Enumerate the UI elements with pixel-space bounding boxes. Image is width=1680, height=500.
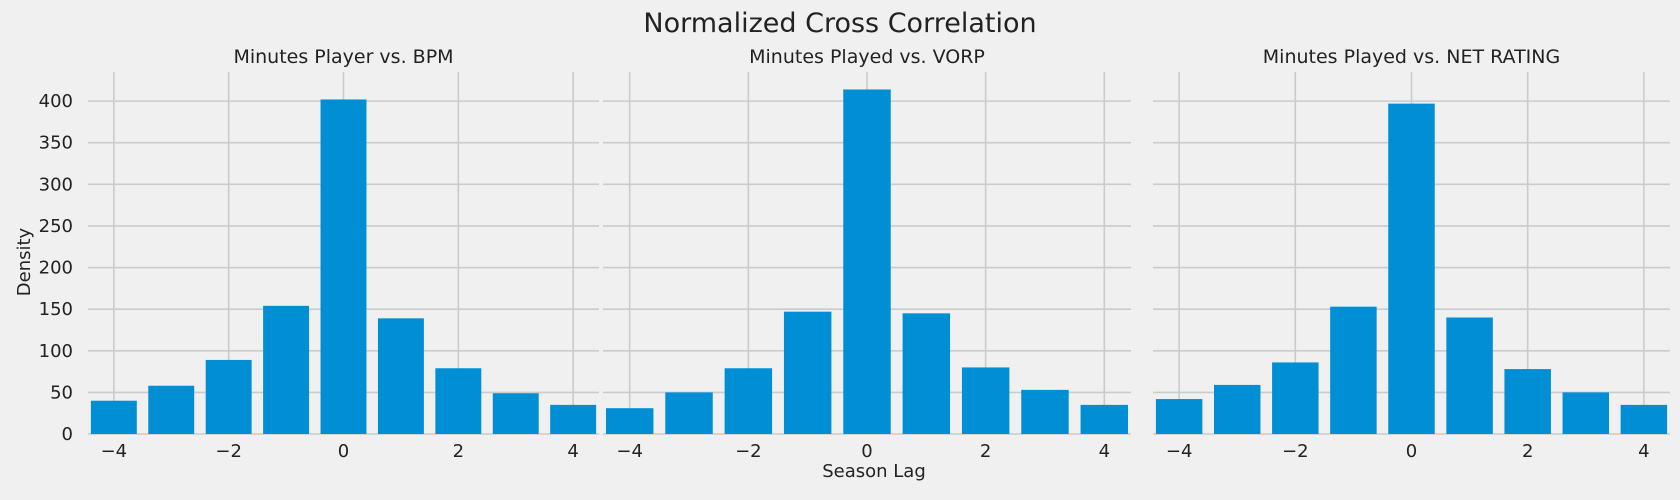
bar-lag-1 bbox=[1446, 317, 1493, 434]
y-tick-label: 100 bbox=[39, 341, 73, 362]
bar-lag-0 bbox=[320, 99, 367, 434]
bar-lag-4 bbox=[550, 404, 597, 434]
x-axis-label: Season Lag bbox=[822, 461, 926, 482]
x-tick-label: −4 bbox=[616, 441, 643, 462]
y-tick-label: 50 bbox=[50, 382, 73, 403]
bar-lag-0 bbox=[843, 89, 891, 434]
x-tick-label: 4 bbox=[1638, 441, 1649, 462]
x-tick-label: 2 bbox=[1522, 441, 1533, 462]
bar-lag--1 bbox=[263, 305, 310, 434]
y-tick-label: 300 bbox=[39, 174, 73, 195]
bar-lag--1 bbox=[783, 311, 832, 434]
x-tick-label: −2 bbox=[1282, 441, 1309, 462]
x-tick-label: 0 bbox=[1406, 441, 1417, 462]
x-tick-label: −4 bbox=[101, 441, 128, 462]
panels: Minutes Player vs. BPM−4 −2 0 2 405010015020… bbox=[39, 46, 1670, 462]
bar-lag-2 bbox=[1504, 369, 1551, 434]
y-tick-label: 200 bbox=[39, 258, 73, 279]
bar-lag-2 bbox=[961, 367, 1010, 434]
chart-panel-3: Minutes Played vs. NET RATING −4 −2 0 2 4 bbox=[1153, 46, 1670, 462]
x-tick-label: 0 bbox=[338, 441, 349, 462]
y-tick-label: 400 bbox=[39, 91, 73, 112]
bar-lag-4 bbox=[1080, 404, 1129, 434]
bar-lag--3 bbox=[148, 385, 195, 434]
x-tick-label: 2 bbox=[980, 441, 991, 462]
bar-lag-2 bbox=[435, 368, 482, 434]
x-tick-label: 2 bbox=[453, 441, 464, 462]
bar-lag-3 bbox=[492, 393, 539, 434]
bar-lag-1 bbox=[902, 313, 951, 434]
x-tick-label: 4 bbox=[567, 441, 578, 462]
y-tick-label: 150 bbox=[39, 299, 73, 320]
panel-title: Minutes Played vs. NET RATING bbox=[1263, 46, 1560, 68]
bar-lag-3 bbox=[1021, 389, 1069, 434]
x-tick-label: −4 bbox=[1166, 441, 1193, 462]
y-tick-label: 350 bbox=[39, 133, 73, 154]
bar-lag--2 bbox=[724, 368, 773, 434]
y-tick-label: 0 bbox=[62, 424, 73, 445]
bar-lag--4 bbox=[605, 408, 654, 434]
panel-title: Minutes Player vs. BPM bbox=[233, 46, 453, 68]
figure-title: Normalized Cross Correlation bbox=[643, 8, 1036, 39]
bar-lag--3 bbox=[1213, 384, 1261, 434]
bar-lag-4 bbox=[1620, 404, 1668, 434]
bar-lag--1 bbox=[1330, 306, 1377, 434]
x-tick-label: −2 bbox=[215, 441, 242, 462]
x-tick-label: 0 bbox=[861, 441, 872, 462]
bar-lag--3 bbox=[665, 392, 713, 434]
y-axis-label: Density bbox=[14, 227, 35, 296]
bar-lag--4 bbox=[90, 400, 137, 434]
bar-lag--4 bbox=[1155, 399, 1203, 434]
chart-panel-1: Minutes Player vs. BPM −4 −2 0 2 4 0 50 100 150 20… bbox=[39, 46, 599, 462]
x-tick-label: 4 bbox=[1099, 441, 1110, 462]
bar-lag--2 bbox=[205, 359, 252, 434]
bar-lag-3 bbox=[1562, 392, 1610, 434]
panel-title: Minutes Played vs. VORP bbox=[749, 46, 985, 68]
chart-panel-2: Minutes Played vs. VORP −4 −2 0 2 4 bbox=[603, 46, 1131, 462]
y-tick-label: 250 bbox=[39, 216, 73, 237]
bar-lag-1 bbox=[377, 318, 424, 434]
x-tick-label: −2 bbox=[735, 441, 762, 462]
bar-lag-0 bbox=[1388, 103, 1435, 434]
bar-lag--2 bbox=[1272, 362, 1319, 434]
